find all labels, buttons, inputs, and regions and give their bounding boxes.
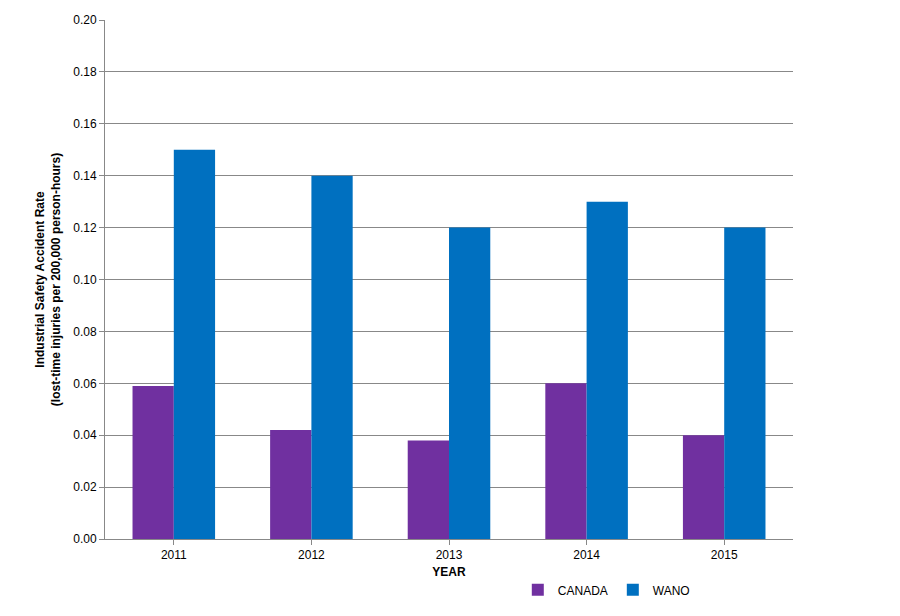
- svg-text:0.08: 0.08: [73, 325, 97, 339]
- svg-text:2014: 2014: [573, 548, 600, 562]
- svg-text:0.20: 0.20: [73, 13, 97, 27]
- svg-text:2013: 2013: [436, 548, 463, 562]
- svg-text:0.16: 0.16: [73, 117, 97, 131]
- svg-text:0.10: 0.10: [73, 273, 97, 287]
- svg-text:0.02: 0.02: [73, 480, 97, 494]
- svg-text:0.14: 0.14: [73, 169, 97, 183]
- svg-text:2011: 2011: [161, 548, 187, 562]
- svg-text:CANADA: CANADA: [558, 584, 608, 598]
- svg-text:0.06: 0.06: [73, 377, 97, 391]
- svg-text:0.04: 0.04: [73, 428, 97, 442]
- svg-text:Industrial Safety Accident Rat: Industrial Safety Accident Rate(lost-tim…: [33, 153, 63, 406]
- svg-text:2015: 2015: [711, 548, 738, 562]
- svg-text:2012: 2012: [298, 548, 325, 562]
- svg-text:YEAR: YEAR: [432, 565, 466, 579]
- svg-text:0.00: 0.00: [73, 532, 97, 546]
- svg-text:0.12: 0.12: [73, 221, 97, 235]
- svg-text:0.18: 0.18: [73, 65, 97, 79]
- svg-text:WANO: WANO: [653, 584, 690, 598]
